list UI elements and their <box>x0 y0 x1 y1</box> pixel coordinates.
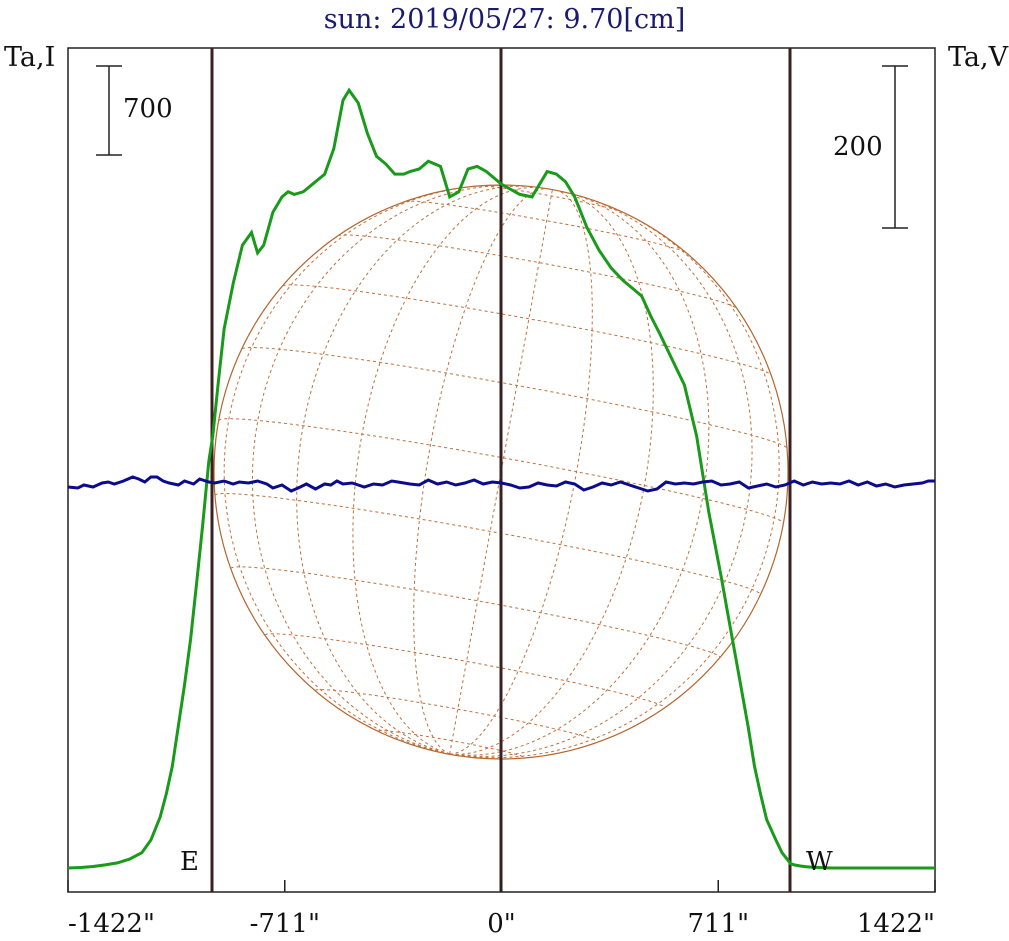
longitude-line <box>449 192 654 755</box>
right-scale-bar <box>882 65 908 229</box>
longitude-line <box>413 188 549 755</box>
longitude-line <box>251 184 527 755</box>
x-tick-label: -711" <box>250 909 320 939</box>
heliographic-grid <box>214 184 788 759</box>
longitude-line <box>449 189 553 755</box>
x-tick-label: 0" <box>487 909 516 939</box>
left-scale-bar <box>96 65 122 156</box>
longitude-line <box>296 185 532 755</box>
longitude-line <box>449 189 593 755</box>
latitude-line <box>282 284 772 376</box>
left-scale-value: 700 <box>123 94 173 124</box>
longitude-line <box>449 205 780 759</box>
intensity-series-line <box>67 87 935 870</box>
latitude-line <box>479 185 623 213</box>
polarization-series-line <box>67 475 935 493</box>
latitude-line <box>264 633 665 708</box>
longitude-line <box>449 194 753 757</box>
longitude-line <box>352 186 538 755</box>
longitude-line <box>223 184 495 755</box>
x-axis-ticks: -1422" -711" 0" 711" 1422" <box>67 880 936 939</box>
latitude-line <box>405 200 687 254</box>
right-scale-value: 200 <box>833 132 883 162</box>
left-axis-label: Ta,I <box>4 42 56 73</box>
west-label: W <box>806 847 833 877</box>
longitude-line <box>449 193 710 756</box>
east-label: E <box>180 847 199 877</box>
x-tick-label: 711" <box>687 909 749 939</box>
x-tick-label: 1422" <box>857 909 935 939</box>
x-tick-label: -1422" <box>68 909 155 939</box>
right-axis-label: Ta,V <box>948 42 1009 73</box>
latitude-line <box>337 234 738 309</box>
chart-title: sun: 2019/05/27: 9.70[cm] <box>323 4 686 35</box>
